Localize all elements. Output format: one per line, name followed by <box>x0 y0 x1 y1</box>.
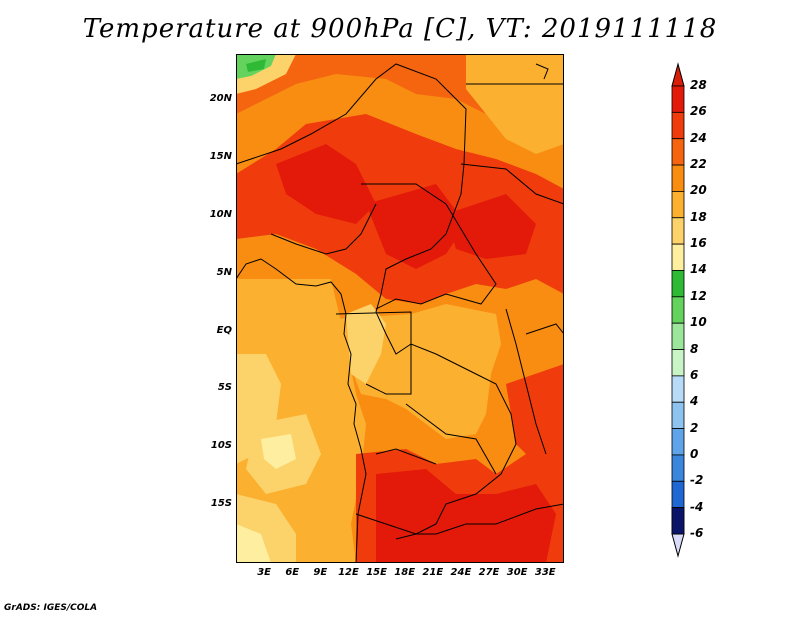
field-ocean-cool-2 <box>236 524 271 563</box>
colorbar-segment <box>671 270 685 298</box>
colorbar-segment <box>671 507 685 535</box>
lon-tick-label: 6E <box>285 567 300 578</box>
lon-tick-label: 9E <box>313 567 328 578</box>
colorbar-level-label: 20 <box>690 183 707 198</box>
field-car-core <box>366 184 466 269</box>
lat-tick-label: 20N <box>209 93 232 105</box>
coastline <box>236 258 367 563</box>
lat-tick-label: 5N <box>216 266 232 278</box>
colorbar-segment <box>671 217 685 245</box>
colorbar-level-label: -2 <box>690 473 704 488</box>
lon-tick-label: 3E <box>257 567 271 578</box>
lon-tick-label: 21E <box>422 567 444 578</box>
border-4 <box>460 163 564 205</box>
borders <box>236 63 564 563</box>
border-12 <box>535 63 549 80</box>
colorbar-segment <box>671 454 685 482</box>
colorbar-level-label: 4 <box>690 394 699 409</box>
colorbar-level-label: 8 <box>690 341 699 356</box>
colorbar-segment <box>671 138 685 166</box>
lat-tick-label: EQ <box>216 324 232 336</box>
colorbar-segment <box>671 296 685 324</box>
colorbar-segment <box>671 164 685 192</box>
field-sudan-core <box>446 194 536 259</box>
border-11 <box>525 323 564 335</box>
lat-tick-label: 5S <box>217 382 232 394</box>
lon-tick-label: 30E <box>506 567 528 578</box>
colorbar-segment <box>671 243 685 271</box>
colorbar-segment <box>671 349 685 377</box>
lat-tick-label: 10N <box>209 208 232 220</box>
colorbar-level-label: 24 <box>690 130 707 145</box>
colorbar-level-label: 28 <box>690 78 707 92</box>
border-10 <box>505 308 547 455</box>
colorbar-level-label: 18 <box>690 209 707 224</box>
border-8 <box>375 448 437 465</box>
temperature-field <box>236 54 564 563</box>
lon-tick-label: 33E <box>534 567 556 578</box>
colorbar-bottom-tip <box>671 533 685 558</box>
border-9 <box>355 503 564 535</box>
field-ocean-mild <box>236 354 281 464</box>
field-chad-core <box>276 144 376 224</box>
border-3 <box>270 203 377 255</box>
map-frame <box>236 54 564 563</box>
colorbar-level-label: 2 <box>690 420 699 435</box>
colorbar-segment <box>671 428 685 456</box>
colorbar-segment <box>671 111 685 140</box>
map-title: Temperature at 900hPa [C], VT: 201911111… <box>82 14 718 44</box>
colorbar-segment <box>671 401 685 429</box>
border-1 <box>236 63 517 540</box>
lat-tick-label: 15S <box>210 498 232 510</box>
footer-credit: GrADS: IGES/COLA <box>4 603 98 613</box>
colorbar-segment <box>671 480 685 509</box>
lon-tick-label: 27E <box>478 567 500 578</box>
colorbar-top-tip <box>671 62 685 87</box>
colorbar-level-label: 12 <box>690 288 707 303</box>
lon-tick-label: 12E <box>338 567 359 578</box>
colorbar-level-label: -4 <box>690 499 704 514</box>
colorbar-level-label: 0 <box>690 446 699 461</box>
temperature-map <box>236 54 564 563</box>
map-panel <box>236 54 564 563</box>
lon-tick-label: 18E <box>394 567 416 578</box>
colorbar-level-label: 14 <box>690 262 707 277</box>
colorbar-level-label: 26 <box>690 104 707 119</box>
field-zambia-core <box>376 469 556 563</box>
colorbar-level-label: 10 <box>690 315 707 330</box>
lat-tick-label: 15N <box>209 151 232 163</box>
border-2 <box>361 183 497 310</box>
lon-tick-label: 24E <box>450 567 472 578</box>
field-egypt-mild <box>466 54 564 154</box>
field-ocean-cool <box>261 434 296 469</box>
field-gabon-mild <box>346 304 386 384</box>
colorbar-level-label: 16 <box>690 236 707 251</box>
colorbar-segment <box>671 85 685 113</box>
lon-tick-label: 15E <box>366 567 387 578</box>
field-tanzania-hot <box>506 364 564 464</box>
border-7 <box>405 403 497 475</box>
field-atlas-cooler <box>246 59 266 72</box>
lat-tick-label: 10S <box>210 440 232 452</box>
colorbar-segment <box>671 375 685 403</box>
colorbar-segment <box>671 322 685 350</box>
colorbar-level-label: -6 <box>690 526 704 540</box>
colorbar-level-label: 6 <box>690 367 699 382</box>
colorbar-segment <box>671 191 685 219</box>
colorbar-level-label: 22 <box>690 157 707 172</box>
border-6 <box>335 311 412 395</box>
